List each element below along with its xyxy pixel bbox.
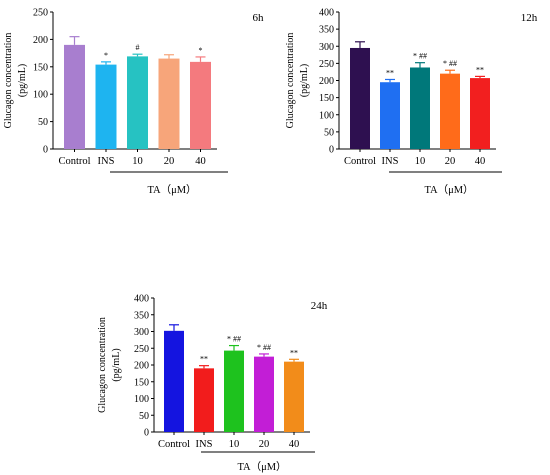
y-tick-label: 400	[134, 294, 149, 305]
group-label: TA（μM）	[424, 184, 473, 196]
x-tick-label: 40	[289, 439, 300, 450]
chart-panel-6h: 0 50 100 150 200 250 Glucagon concentration (pg…	[3, 8, 264, 197]
chart-panel-12h: 0 50 100 150 200 250 300 350 400 Glucagon concent…	[285, 8, 538, 197]
group-label: TA（μM）	[147, 184, 196, 196]
x-tick-label: 20	[259, 439, 270, 450]
significance-annotation: **	[200, 355, 208, 364]
y-axis-label: Glucagon concentration	[285, 33, 296, 129]
y-tick-label: 150	[319, 93, 334, 104]
y-axis-label: Glucagon concentration	[97, 317, 108, 413]
y-tick-label: 0	[144, 428, 149, 439]
y-tick-label: 300	[134, 327, 149, 338]
y-tick-label: 0	[329, 145, 334, 156]
y-tick-label: 400	[319, 8, 334, 19]
x-tick-label: Control	[158, 439, 190, 450]
significance-annotation: * ##	[443, 59, 457, 68]
bar	[224, 350, 244, 432]
y-tick-label: 150	[134, 377, 149, 388]
y-tick-label: 300	[319, 42, 334, 53]
x-tick-label: 20	[164, 156, 175, 167]
y-tick-label: 200	[134, 361, 149, 372]
y-tick-label: 100	[134, 394, 149, 405]
significance-annotation: * ##	[227, 335, 241, 344]
bar	[158, 58, 180, 149]
x-tick-label: 40	[195, 156, 206, 167]
y-axis-label: Glucagon concentration	[3, 33, 14, 129]
group-label: TA（μM）	[237, 461, 286, 473]
bar	[380, 82, 400, 149]
x-tick-label: INS	[196, 439, 213, 450]
y-axis-unit-label: (pg/mL)	[17, 64, 28, 97]
significance-annotation: **	[290, 348, 298, 357]
significance-annotation: *	[104, 51, 108, 60]
chart-panel-24h: 0 50 100 150 200 250 300 350 400 Glucagon concent…	[97, 294, 328, 474]
x-tick-label: 10	[229, 439, 240, 450]
panel-time-label: 6h	[253, 12, 265, 24]
bar	[254, 356, 274, 432]
y-tick-label: 150	[33, 62, 48, 73]
significance-annotation: * ##	[413, 52, 427, 61]
y-axis-unit-label: (pg/mL)	[111, 348, 122, 381]
panel-time-label: 24h	[311, 300, 328, 312]
y-tick-label: 250	[134, 344, 149, 355]
y-axis-unit-label: (pg/mL)	[299, 64, 310, 97]
y-tick-label: 50	[139, 411, 149, 422]
bar	[410, 67, 430, 149]
bar	[127, 56, 148, 149]
bar	[350, 47, 370, 149]
y-tick-label: 350	[134, 310, 149, 321]
x-tick-label: 20	[445, 156, 456, 167]
bar	[95, 64, 117, 149]
significance-annotation: **	[476, 65, 484, 74]
bar	[470, 78, 490, 149]
x-tick-label: 40	[475, 156, 486, 167]
bar	[190, 61, 211, 150]
bar	[284, 361, 304, 432]
bar	[164, 330, 184, 432]
y-tick-label: 200	[33, 35, 48, 46]
y-tick-label: 50	[38, 117, 48, 128]
panel-time-label: 12h	[521, 12, 538, 24]
y-tick-label: 50	[324, 127, 334, 138]
bar	[64, 44, 85, 149]
x-tick-label: INS	[98, 156, 115, 167]
x-tick-label: Control	[344, 156, 376, 167]
x-tick-label: 10	[132, 156, 143, 167]
y-tick-label: 350	[319, 25, 334, 36]
x-tick-label: 10	[415, 156, 426, 167]
significance-annotation: #	[136, 43, 140, 52]
y-tick-label: 100	[33, 90, 48, 101]
y-tick-label: 200	[319, 76, 334, 87]
y-tick-label: 100	[319, 110, 334, 121]
bar	[194, 368, 214, 432]
significance-annotation: * ##	[257, 343, 271, 352]
y-tick-label: 250	[33, 8, 48, 19]
y-tick-label: 250	[319, 59, 334, 70]
bar	[440, 73, 460, 149]
significance-annotation: *	[199, 46, 203, 55]
x-tick-label: Control	[58, 156, 90, 167]
y-tick-label: 0	[43, 145, 48, 156]
x-tick-label: INS	[382, 156, 399, 167]
significance-annotation: **	[386, 68, 394, 77]
